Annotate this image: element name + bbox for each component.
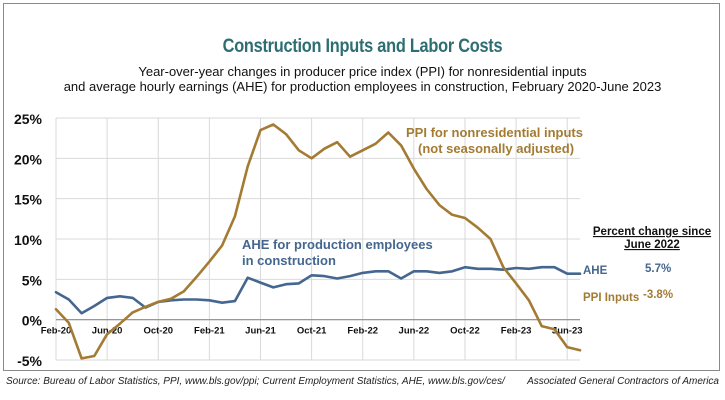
x-tick-label: Feb-22 (347, 326, 378, 337)
ppi-annotation-line1: PPI for nonresidential inputs (406, 125, 583, 140)
chart-subtitle-line1: Year-over-year changes in producer price… (138, 64, 587, 79)
ppi-series-line (54, 123, 582, 360)
ahe-percent-change: 5.7% (645, 263, 671, 275)
y-tick-label: 10% (14, 232, 43, 248)
percent-change-header-line1: Percent change since (593, 226, 711, 238)
chart-title: Construction Inputs and Labor Costs (222, 36, 503, 57)
x-tick-label: Jun-21 (245, 326, 276, 337)
y-tick-label: -5% (17, 353, 42, 369)
x-tick-label: Jun-22 (399, 326, 430, 337)
x-tick-label: Oct-22 (450, 326, 480, 337)
y-tick-label: 5% (22, 272, 43, 288)
ahe-series-line (54, 265, 582, 315)
y-tick-label: 20% (14, 151, 43, 167)
x-tick-label: Feb-20 (41, 326, 72, 337)
y-tick-label: 0% (22, 313, 43, 329)
x-tick-label: Feb-21 (194, 326, 225, 337)
ahe-legend-label: AHE (583, 265, 608, 277)
organization-credit: Associated General Contractors of Americ… (527, 376, 719, 387)
x-tick-label: Oct-21 (297, 326, 327, 337)
ppi-percent-change: -3.8% (643, 289, 673, 301)
source-note: Source: Bureau of Labor Statistics, PPI,… (6, 376, 505, 387)
ahe-annotation-line1: AHE for production employees (242, 237, 433, 252)
x-tick-label: Feb-23 (501, 326, 532, 337)
x-tick-label: Oct-20 (143, 326, 173, 337)
y-tick-label: 15% (14, 192, 43, 208)
chart-subtitle-line2: and average hourly earnings (AHE) for pr… (63, 79, 662, 94)
ahe-annotation-line2: in construction (242, 253, 336, 268)
x-tick-label: Jun-20 (92, 326, 123, 337)
chart-frame (3, 3, 720, 371)
ppi-annotation-line2: (not seasonally adjusted) (418, 141, 574, 156)
x-tick-label: Jun-23 (552, 326, 583, 337)
percent-change-header-line2: June 2022 (624, 239, 680, 251)
y-tick-label: 25% (14, 111, 43, 127)
ppi-legend-label: PPI Inputs (583, 292, 639, 304)
